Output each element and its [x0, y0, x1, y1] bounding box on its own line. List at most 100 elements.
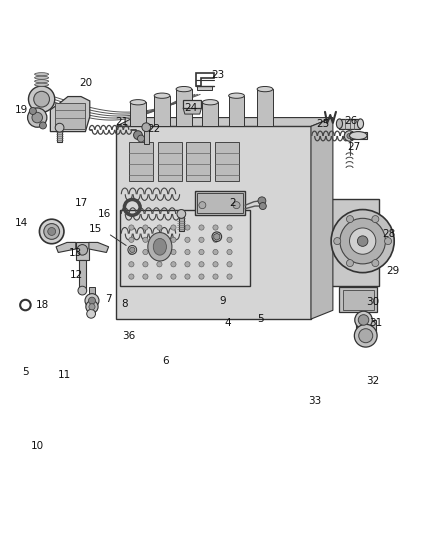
Text: 24: 24	[184, 103, 197, 113]
Circle shape	[199, 225, 204, 230]
Bar	[76, 243, 89, 260]
Circle shape	[227, 237, 232, 243]
Circle shape	[346, 215, 353, 223]
Bar	[350, 132, 367, 140]
Text: 27: 27	[347, 142, 360, 152]
Circle shape	[86, 301, 98, 313]
Bar	[197, 193, 243, 213]
Circle shape	[138, 135, 145, 142]
Text: 8: 8	[121, 298, 128, 309]
Circle shape	[134, 131, 142, 140]
Circle shape	[340, 219, 385, 264]
Bar	[179, 214, 184, 231]
Bar	[202, 102, 218, 126]
Text: 16: 16	[98, 209, 111, 219]
Circle shape	[44, 223, 60, 239]
Polygon shape	[311, 118, 333, 319]
Bar	[120, 209, 250, 286]
Ellipse shape	[202, 100, 218, 105]
Circle shape	[157, 225, 162, 230]
Circle shape	[78, 286, 87, 295]
Circle shape	[171, 225, 176, 230]
Circle shape	[28, 108, 47, 127]
Circle shape	[171, 262, 176, 267]
Polygon shape	[56, 243, 76, 253]
Circle shape	[157, 262, 162, 267]
Text: 33: 33	[308, 397, 321, 406]
Circle shape	[358, 314, 369, 325]
Circle shape	[233, 201, 240, 209]
Polygon shape	[116, 118, 333, 126]
Text: 21: 21	[115, 117, 128, 127]
Circle shape	[227, 262, 232, 267]
Circle shape	[32, 112, 42, 123]
Circle shape	[28, 86, 55, 112]
Text: 4: 4	[224, 318, 231, 328]
Circle shape	[185, 274, 190, 279]
Circle shape	[185, 262, 190, 267]
Bar	[356, 320, 376, 336]
Circle shape	[346, 260, 353, 266]
Circle shape	[334, 238, 341, 245]
Circle shape	[227, 225, 232, 230]
Ellipse shape	[257, 86, 273, 92]
Text: 2: 2	[229, 198, 236, 208]
Ellipse shape	[153, 238, 166, 255]
Text: 5: 5	[257, 314, 264, 324]
Circle shape	[143, 225, 148, 230]
Circle shape	[347, 133, 352, 139]
Bar	[257, 89, 273, 126]
Text: 25: 25	[317, 119, 330, 129]
Circle shape	[77, 245, 88, 255]
Circle shape	[129, 274, 134, 279]
Text: 12: 12	[70, 270, 83, 280]
Circle shape	[213, 274, 218, 279]
Bar	[339, 119, 360, 128]
Circle shape	[199, 237, 204, 243]
Circle shape	[157, 249, 162, 255]
Circle shape	[87, 310, 95, 318]
Ellipse shape	[154, 93, 170, 98]
Circle shape	[143, 237, 148, 243]
Circle shape	[359, 329, 373, 343]
Circle shape	[213, 262, 218, 267]
Circle shape	[199, 201, 206, 209]
Ellipse shape	[350, 132, 367, 140]
Text: 22: 22	[148, 124, 161, 134]
Bar	[144, 127, 149, 144]
Circle shape	[48, 228, 56, 236]
Text: 29: 29	[387, 266, 400, 276]
Bar	[186, 142, 210, 181]
Circle shape	[128, 246, 137, 254]
Ellipse shape	[35, 72, 49, 76]
Text: 15: 15	[89, 224, 102, 235]
Bar	[176, 89, 192, 126]
Text: 36: 36	[123, 330, 136, 341]
Circle shape	[88, 297, 95, 304]
Ellipse shape	[229, 93, 244, 98]
Circle shape	[258, 197, 266, 205]
Circle shape	[213, 237, 218, 243]
Circle shape	[213, 249, 218, 255]
Text: 6: 6	[162, 356, 169, 366]
Circle shape	[129, 237, 134, 243]
Ellipse shape	[176, 86, 192, 92]
Bar	[339, 287, 377, 312]
Circle shape	[29, 108, 36, 115]
Bar	[229, 96, 244, 126]
Circle shape	[185, 225, 190, 230]
Text: 9: 9	[219, 296, 226, 305]
Text: 30: 30	[367, 297, 380, 308]
Circle shape	[227, 274, 232, 279]
Bar	[343, 290, 374, 310]
Circle shape	[129, 262, 134, 267]
Circle shape	[354, 324, 377, 347]
Circle shape	[143, 249, 148, 255]
Text: 11: 11	[58, 370, 71, 380]
Circle shape	[39, 219, 64, 244]
Circle shape	[171, 237, 176, 243]
Circle shape	[171, 249, 176, 255]
Ellipse shape	[35, 76, 49, 79]
Circle shape	[55, 123, 64, 132]
Polygon shape	[89, 243, 109, 253]
